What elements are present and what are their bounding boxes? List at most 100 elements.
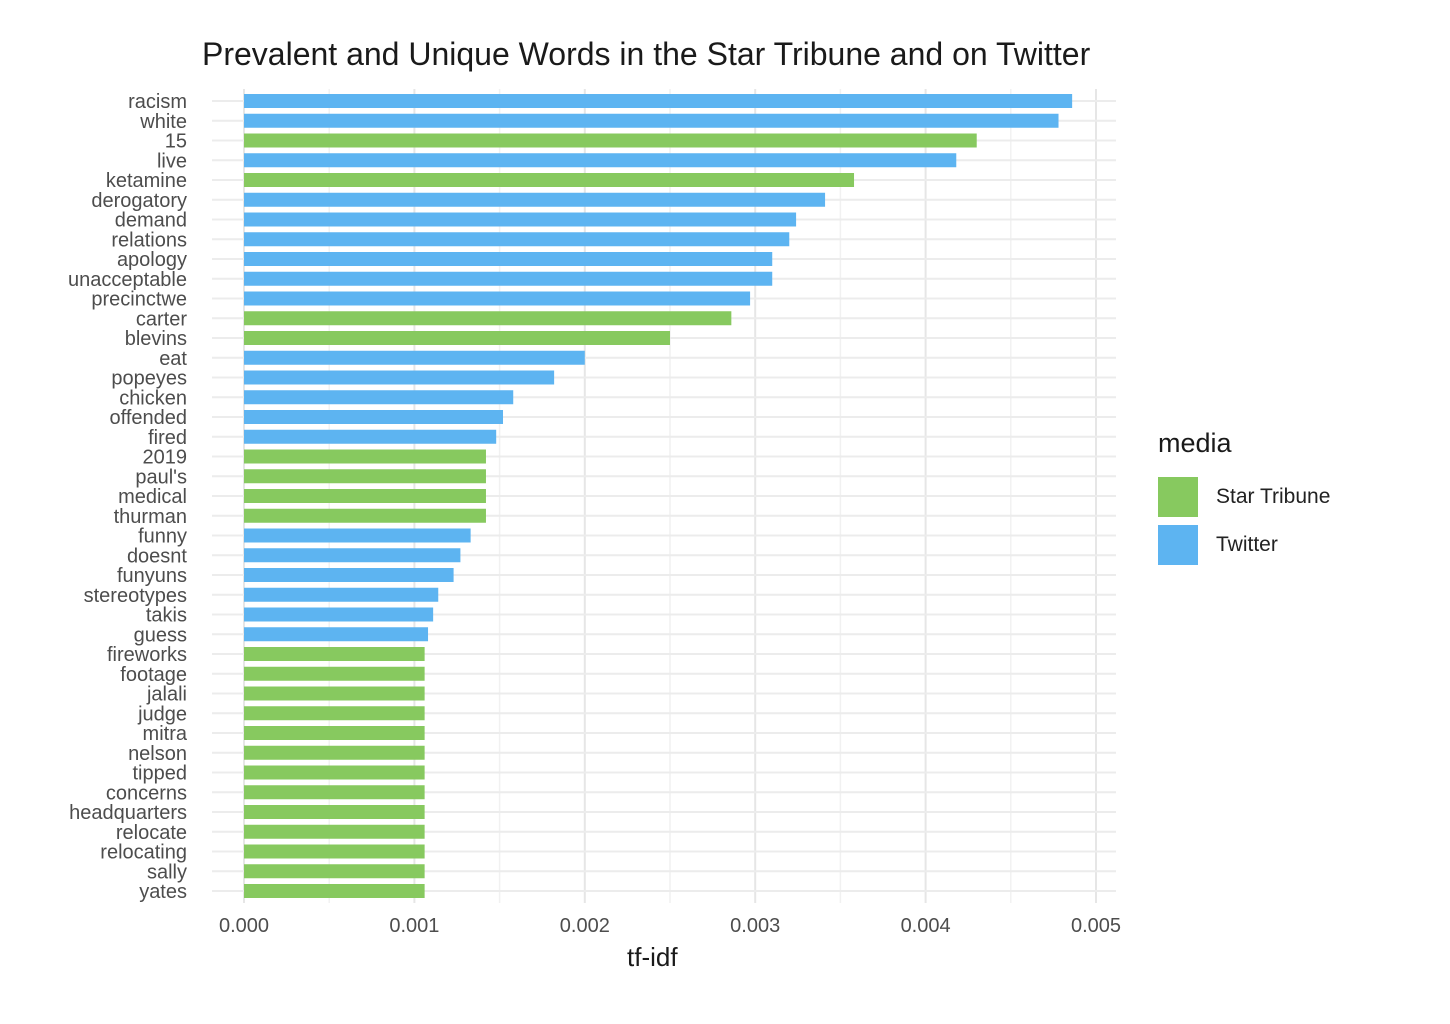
legend-swatch-star-tribune <box>1158 477 1198 517</box>
bar-takis <box>244 607 434 622</box>
y-tick-label-yates: yates <box>139 881 187 903</box>
y-tick-label-popeyes: popeyes <box>111 368 187 390</box>
bar-eat <box>244 350 585 365</box>
y-tick-label-guess: guess <box>134 624 187 646</box>
y-tick-label-ketamine: ketamine <box>106 170 187 192</box>
legend-title: media <box>1158 428 1232 458</box>
y-tick-label-offended: offended <box>110 407 188 429</box>
x-tick-label: 0.000 <box>219 915 269 937</box>
bar-live <box>244 153 957 168</box>
y-tick-label-tipped: tipped <box>133 763 188 785</box>
bar-popeyes <box>244 370 555 385</box>
y-tick-label-concerns: concerns <box>106 782 187 804</box>
y-tick-label-paul-s: paul's <box>135 466 187 488</box>
y-tick-label-eat: eat <box>159 348 187 370</box>
bar-headquarters <box>244 805 425 819</box>
bar-paul-s <box>244 469 486 484</box>
legend-swatch-twitter <box>1158 525 1198 565</box>
bar-derogatory <box>244 192 826 207</box>
bar-nelson <box>244 745 425 760</box>
bar-relations <box>244 232 790 247</box>
bar-jalali <box>244 686 425 701</box>
y-tick-label-apology: apology <box>117 249 187 271</box>
bar-judge <box>244 706 425 721</box>
y-tick-label-racism: racism <box>128 91 187 113</box>
bar-thurman <box>244 508 486 523</box>
bar-funyuns <box>244 568 454 582</box>
bar-stereotypes <box>244 587 439 602</box>
legend-item-star-tribune: Star Tribune <box>1158 473 1330 521</box>
y-tick-label-headquarters: headquarters <box>69 802 187 824</box>
bar-guess <box>244 627 429 642</box>
y-tick-label-unacceptable: unacceptable <box>68 269 187 291</box>
bar-medical <box>244 489 486 503</box>
y-tick-label-white: white <box>139 111 187 133</box>
y-tick-label-chicken: chicken <box>119 387 187 409</box>
y-tick-label-takis: takis <box>146 605 187 627</box>
y-tick-label-sally: sally <box>147 861 187 883</box>
x-tick-label: 0.004 <box>901 915 951 937</box>
y-tick-label-carter: carter <box>136 308 187 330</box>
bar-apology <box>244 252 773 266</box>
bar-chicken <box>244 390 514 405</box>
bar-fired <box>244 429 497 444</box>
legend-label-twitter: Twitter <box>1216 533 1278 556</box>
y-tick-label-footage: footage <box>120 664 187 686</box>
bar-2019 <box>244 449 486 464</box>
y-tick-label-precinctwe: precinctwe <box>91 289 187 311</box>
bar-concerns <box>244 785 425 800</box>
y-tick-label-stereotypes: stereotypes <box>84 585 187 607</box>
y-tick-label-fired: fired <box>148 427 187 449</box>
y-tick-label-relocate: relocate <box>116 822 187 844</box>
y-tick-label-live: live <box>157 150 187 172</box>
bar-blevins <box>244 331 670 345</box>
bar-15 <box>244 133 977 148</box>
bar-yates <box>244 884 425 898</box>
y-tick-label-nelson: nelson <box>128 743 187 765</box>
bar-precinctwe <box>244 291 751 306</box>
y-tick-label-demand: demand <box>115 210 187 232</box>
bar-funny <box>244 528 471 543</box>
bar-offended <box>244 410 504 424</box>
bar-doesnt <box>244 548 461 563</box>
bar-tipped <box>244 765 425 780</box>
bar-white <box>244 113 1059 128</box>
y-tick-label-judge: judge <box>137 703 187 725</box>
bar-unacceptable <box>244 271 773 286</box>
x-tick-label: 0.005 <box>1071 915 1121 937</box>
y-tick-label-funyuns: funyuns <box>117 565 187 587</box>
bar-demand <box>244 212 797 227</box>
x-tick-label: 0.002 <box>560 915 610 937</box>
bar-mitra <box>244 726 425 740</box>
y-tick-label-relocating: relocating <box>100 842 187 864</box>
bar-footage <box>244 666 425 681</box>
y-tick-label-mitra: mitra <box>143 723 188 745</box>
legend-item-twitter: Twitter <box>1158 521 1330 569</box>
y-tick-label-doesnt: doesnt <box>127 545 187 567</box>
y-tick-label-funny: funny <box>138 526 187 548</box>
bar-ketamine <box>244 173 855 187</box>
bar-sally <box>244 864 425 879</box>
chart-title: Prevalent and Unique Words in the Star T… <box>202 36 1091 72</box>
x-tick-label: 0.003 <box>730 915 780 937</box>
bar-racism <box>244 94 1073 108</box>
x-axis-title: tf-idf <box>627 942 678 972</box>
bar-relocating <box>244 844 425 859</box>
y-tick-label-15: 15 <box>165 131 187 153</box>
x-tick-label: 0.001 <box>389 915 439 937</box>
y-tick-label-2019: 2019 <box>143 447 188 469</box>
y-tick-label-fireworks: fireworks <box>107 644 187 666</box>
y-tick-label-thurman: thurman <box>114 506 187 528</box>
legend: media Star Tribune Twitter <box>1158 428 1330 569</box>
bar-fireworks <box>244 647 425 661</box>
y-tick-label-blevins: blevins <box>125 328 187 350</box>
legend-label-star-tribune: Star Tribune <box>1216 485 1331 508</box>
bar-carter <box>244 311 732 326</box>
y-tick-label-derogatory: derogatory <box>91 190 187 212</box>
y-tick-label-jalali: jalali <box>146 684 187 706</box>
y-tick-label-relations: relations <box>111 229 187 251</box>
bar-relocate <box>244 824 425 839</box>
y-tick-label-medical: medical <box>118 486 187 508</box>
